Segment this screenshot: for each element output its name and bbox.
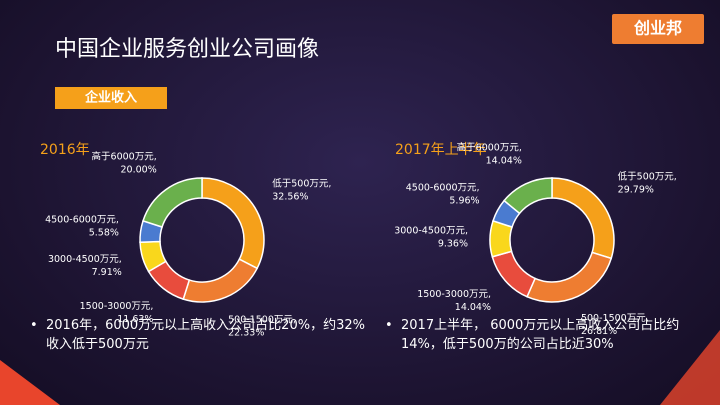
donut-slice — [503, 177, 553, 215]
data-label-category: 3000-4500万元, — [394, 226, 468, 237]
data-label: 14.04% — [455, 302, 491, 313]
data-label-category: 1500-3000万元, — [80, 301, 154, 312]
decoration — [0, 360, 60, 405]
donut-slice — [182, 258, 259, 303]
data-label-category: 低于500万元, — [618, 171, 677, 183]
donut-slice — [201, 177, 265, 270]
donut-slice — [526, 251, 613, 303]
data-label: 32.56% — [272, 192, 308, 203]
data-label: 7.91% — [92, 267, 122, 278]
bullet: 2017上半年， 6000万元以上高收入公司占比约14%，低于500万的公司占比… — [385, 316, 711, 354]
data-label-category: 3000-4500万元, — [48, 254, 122, 265]
data-label-category: 4500-6000万元, — [45, 214, 119, 225]
data-label: 20.00% — [121, 164, 157, 175]
logo: 创业邦 — [633, 19, 682, 38]
data-label: 14.04% — [486, 155, 522, 166]
data-label-category: 高于6000万元, — [457, 141, 522, 153]
data-label: 9.36% — [438, 239, 468, 250]
tag: 企业收入 — [84, 90, 137, 106]
tag-box — [55, 87, 167, 109]
chart-title: 2016年 — [40, 142, 90, 158]
donut-slice — [491, 250, 537, 298]
data-label-category: 4500-6000万元, — [406, 182, 480, 193]
bullet: 2016年，6000万元以上高收入公司占比20%，约32%收入低于500万元 — [30, 316, 376, 354]
data-label: 29.79% — [618, 185, 654, 196]
data-label-category: 低于500万元, — [272, 178, 331, 190]
data-label-category: 高于6000万元, — [92, 150, 157, 162]
chart-title: 2017年上半年 — [395, 142, 487, 158]
data-label: 5.58% — [89, 227, 119, 238]
donut-slice — [142, 177, 203, 228]
slide-title: 中国企业服务创业公司画像 — [55, 37, 319, 62]
data-label-category: 1500-3000万元, — [417, 289, 491, 300]
donut-slice — [551, 177, 615, 260]
data-label: 5.96% — [449, 195, 479, 206]
logo-box — [612, 14, 704, 44]
